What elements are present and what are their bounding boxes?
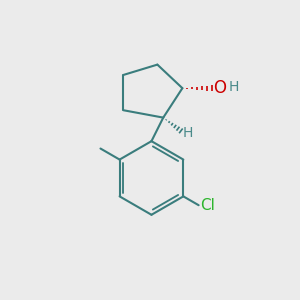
- Text: Cl: Cl: [200, 198, 215, 213]
- Text: H: H: [228, 80, 239, 94]
- Text: O: O: [214, 79, 226, 97]
- Text: H: H: [183, 126, 194, 140]
